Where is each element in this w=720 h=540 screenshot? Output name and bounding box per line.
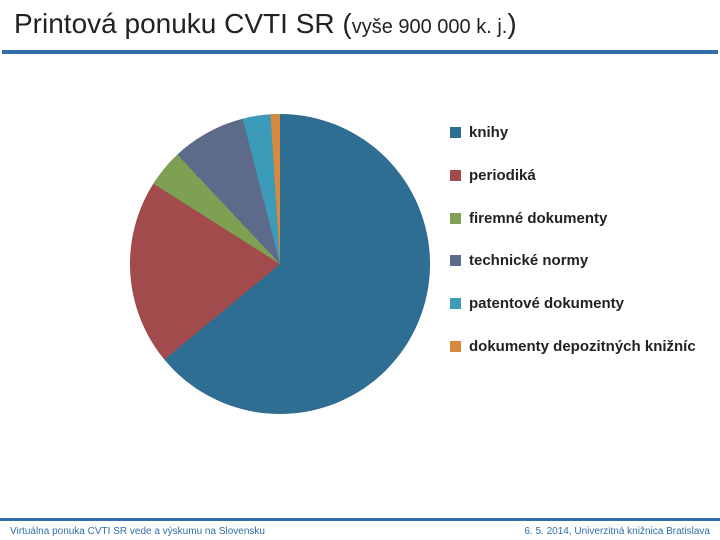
legend-item: knihy <box>450 124 700 143</box>
legend-label: patentové dokumenty <box>469 295 624 314</box>
pie-chart-container <box>130 114 430 414</box>
page-title: Printová ponuku CVTI SR (vyše 900 000 k.… <box>14 8 706 40</box>
legend-item: patentové dokumenty <box>450 295 700 314</box>
legend-swatch <box>450 127 461 138</box>
pie-chart <box>130 114 430 414</box>
legend-label: technické normy <box>469 252 588 271</box>
legend-label: dokumenty depozitných knižníc <box>469 338 696 357</box>
legend-label: periodiká <box>469 167 536 186</box>
legend-item: technické normy <box>450 252 700 271</box>
legend: knihy periodiká firemné dokumenty technické… <box>450 124 700 381</box>
legend-item: firemné dokumenty <box>450 210 700 229</box>
title-paren-open: ( <box>342 8 351 39</box>
legend-label: knihy <box>469 124 508 143</box>
footer-left: Virtuálna ponuka CVTI SR vede a výskumu … <box>10 526 265 537</box>
title-area: Printová ponuku CVTI SR (vyše 900 000 k.… <box>0 0 720 46</box>
content-area: knihy periodiká firemné dokumenty technické… <box>0 54 720 540</box>
footer-right: 6. 5. 2014, Univerzitná knižnica Bratisl… <box>524 526 710 537</box>
legend-swatch <box>450 170 461 181</box>
legend-label: firemné dokumenty <box>469 210 607 229</box>
title-paren-close: ) <box>507 8 516 39</box>
legend-item: periodiká <box>450 167 700 186</box>
legend-item: dokumenty depozitných knižníc <box>450 338 700 357</box>
legend-swatch <box>450 255 461 266</box>
legend-swatch <box>450 213 461 224</box>
title-sub: vyše 900 000 k. j. <box>352 16 508 38</box>
footer: Virtuálna ponuka CVTI SR vede a výskumu … <box>0 518 720 540</box>
legend-swatch <box>450 341 461 352</box>
title-main: Printová ponuku CVTI SR <box>14 8 342 39</box>
slide: Printová ponuku CVTI SR (vyše 900 000 k.… <box>0 0 720 540</box>
legend-swatch <box>450 298 461 309</box>
